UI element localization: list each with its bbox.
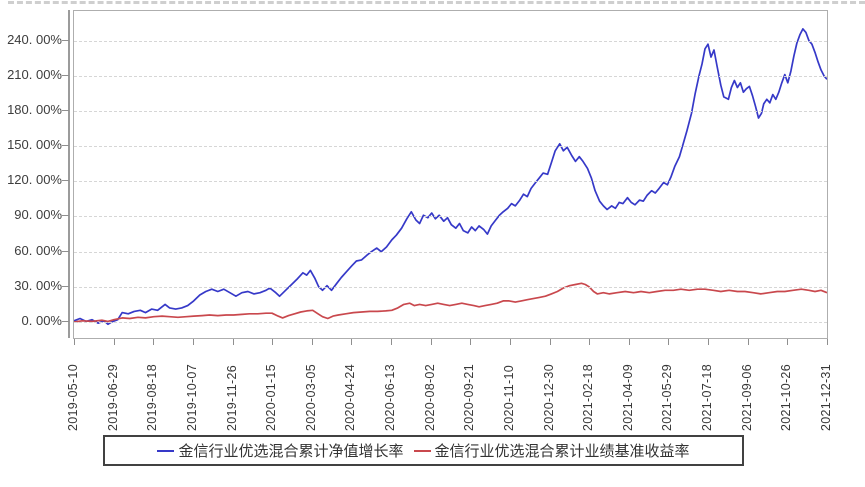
x-tick-mark [708, 339, 710, 345]
legend: 金信行业优选混合累计净值增长率 金信行业优选混合累计业绩基准收益率 [103, 435, 744, 466]
x-tick-mark [74, 339, 75, 345]
y-tick-label: 240. 00% [7, 31, 62, 47]
y-tick-mark [62, 145, 69, 147]
x-tick-mark [391, 339, 393, 345]
series-line-0 [74, 28, 827, 326]
x-tick-label: 2021-09-06 [739, 364, 754, 431]
y-tick-mark [62, 109, 69, 111]
y-gridline [74, 286, 827, 288]
y-tick-mark [62, 215, 69, 217]
y-gridline [74, 146, 827, 148]
x-tick-mark [668, 339, 670, 345]
x-tick-mark [311, 339, 313, 345]
x-tick-label: 2020-03-05 [303, 364, 318, 431]
y-tick-label: 210. 00% [7, 66, 62, 82]
y-tick-label: 180. 00% [7, 101, 62, 117]
series-line-1 [74, 282, 827, 323]
x-tick-mark [747, 339, 749, 345]
x-tick-label: 2021-04-09 [620, 364, 635, 431]
x-tick-label: 2019-06-29 [105, 364, 120, 431]
y-tick-mark [62, 180, 69, 182]
legend-item-nav-growth: 金信行业优选混合累计净值增长率 [157, 440, 404, 461]
legend-line-sample-blue [157, 449, 175, 452]
x-tick-label: 2021-02-18 [581, 364, 596, 431]
y-gridline [74, 40, 827, 42]
y-gridline [74, 75, 827, 77]
x-tick-label: 2020-04-24 [343, 364, 358, 431]
x-tick-label: 2019-08-18 [145, 364, 160, 431]
y-gridline [74, 216, 827, 218]
x-tick-mark [232, 339, 234, 345]
x-tick-label: 2020-11-10 [501, 364, 516, 431]
legend-label-benchmark: 金信行业优选混合累计业绩基准收益率 [434, 443, 690, 460]
x-tick-mark [628, 339, 630, 345]
x-tick-label: 2019-11-26 [224, 364, 239, 431]
y-tick-label: 0. 00% [21, 313, 62, 328]
y-tick-mark [62, 39, 69, 41]
y-tick-mark [62, 250, 69, 252]
x-tick-mark [787, 339, 789, 345]
x-tick-mark [113, 339, 115, 345]
line-chart-canvas [74, 28, 827, 326]
plot-area [73, 10, 828, 345]
x-tick-mark [470, 339, 472, 345]
y-tick-label: 30. 00% [14, 277, 62, 293]
top-partial-gridline [8, 1, 865, 4]
y-gridline [74, 181, 827, 183]
y-tick-mark [62, 74, 69, 76]
x-tick-mark [509, 339, 511, 345]
x-tick-mark [589, 339, 591, 345]
x-tick-label: 2021-07-18 [700, 364, 715, 431]
x-tick-label: 2019-10-07 [184, 364, 199, 431]
x-tick-mark [827, 339, 828, 345]
x-tick-label: 2020-06-13 [383, 364, 398, 431]
x-tick-label: 2021-10-26 [779, 364, 794, 431]
legend-item-benchmark: 金信行业优选混合累计业绩基准收益率 [413, 440, 690, 461]
x-tick-mark [153, 339, 155, 345]
x-tick-mark [272, 339, 274, 345]
y-gridline [74, 110, 827, 112]
x-tick-label: 2021-12-31 [819, 364, 833, 431]
y-gridline [74, 251, 827, 253]
x-tick-mark [192, 339, 194, 345]
x-tick-label: 2020-01-15 [264, 364, 279, 431]
x-tick-mark [430, 339, 432, 345]
x-tick-label: 2021-05-29 [660, 364, 675, 431]
x-tick-label: 2020-09-21 [462, 364, 477, 431]
legend-label-nav-growth: 金信行业优选混合累计净值增长率 [178, 443, 404, 460]
y-tick-label: 90. 00% [14, 207, 62, 223]
y-tick-mark [62, 285, 69, 287]
y-gridline [74, 322, 827, 323]
x-tick-label: 2020-12-30 [541, 364, 556, 431]
x-tick-label: 2020-08-02 [422, 364, 437, 431]
y-tick-label: 150. 00% [7, 137, 62, 153]
y-tick-label: 120. 00% [7, 172, 62, 188]
x-tick-label: 2019-05-10 [66, 364, 80, 431]
y-tick-mark [62, 321, 69, 322]
x-tick-mark [351, 339, 353, 345]
y-tick-label: 60. 00% [14, 242, 62, 258]
y-axis-line [68, 10, 70, 338]
x-tick-mark [549, 339, 551, 345]
legend-line-sample-red [413, 449, 431, 452]
